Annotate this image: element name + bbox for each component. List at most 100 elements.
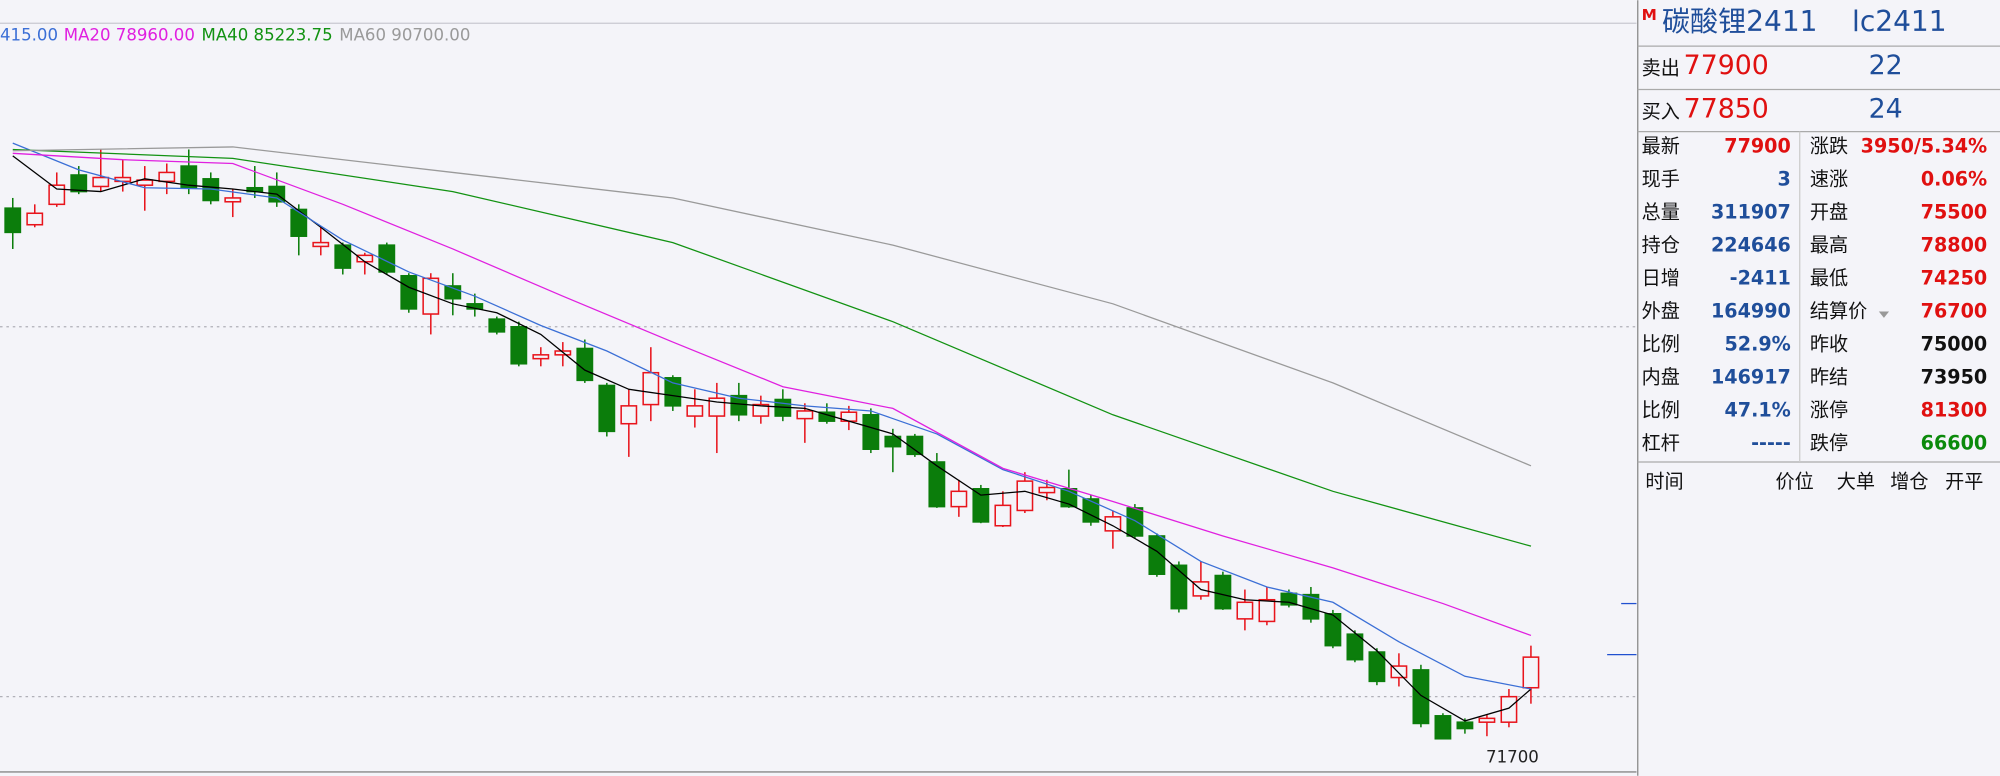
moving-average-line — [12, 146, 1532, 467]
field-value: 164990 — [1711, 300, 1791, 323]
candle-body — [1478, 717, 1496, 723]
column-header: 开平 — [1945, 470, 1983, 493]
candle-body — [1412, 669, 1430, 725]
field-value: 76700 — [1921, 300, 1988, 323]
candle-body — [752, 403, 770, 417]
moving-average-line — [12, 148, 1532, 547]
candle-body — [1324, 613, 1342, 647]
field-label: 持仓 — [1642, 234, 1680, 257]
candle-body — [1148, 535, 1166, 575]
buy-volume: 24 — [1869, 93, 1903, 124]
legend-entry: MA60 90700.00 — [339, 25, 470, 44]
candle-body — [1214, 574, 1232, 610]
field-value: 75500 — [1921, 200, 1988, 223]
candle-body — [1236, 601, 1254, 620]
field-value: 81300 — [1921, 399, 1988, 422]
buy-price: 77850 — [1684, 93, 1769, 124]
candle-body — [510, 326, 528, 365]
field-label: 开盘 — [1810, 200, 1848, 223]
candle-body — [1434, 715, 1452, 740]
field-value: 47.1% — [1724, 399, 1790, 422]
candle-body — [1368, 651, 1386, 683]
contract-code: lc2411 — [1852, 5, 1947, 38]
candle-body — [1522, 656, 1540, 689]
candle-body — [224, 197, 242, 203]
sell-label: 卖出 — [1642, 57, 1680, 80]
field-value: 3 — [1778, 167, 1791, 190]
candle-body — [1126, 507, 1144, 537]
column-header: 时间 — [1645, 470, 1683, 493]
candle-body — [598, 384, 616, 433]
candle-body — [378, 244, 396, 273]
field-value: 73950 — [1921, 366, 1988, 389]
candle-body — [1280, 592, 1298, 606]
market-marker: M — [1642, 6, 1657, 24]
field-label: 比例 — [1642, 333, 1680, 356]
low-label: 71700 — [1486, 747, 1539, 766]
field-label: 日增 — [1642, 267, 1680, 290]
legend-entry: 415.00 — [0, 25, 58, 44]
field-label: 涨停 — [1810, 399, 1848, 422]
candle-body — [796, 410, 814, 420]
candle-body — [862, 414, 880, 450]
field-label: 结算价 — [1810, 300, 1867, 323]
legend-entry: MA20 78960.00 — [64, 25, 195, 44]
candle-body — [906, 435, 924, 456]
candle-body — [4, 207, 22, 234]
field-label: 最新 — [1642, 134, 1680, 157]
field-label: 外盘 — [1642, 300, 1680, 323]
candle-body — [70, 174, 88, 193]
legend-entry: MA40 85223.75 — [202, 25, 333, 44]
candle-body — [356, 254, 374, 263]
field-value: ----- — [1751, 432, 1791, 455]
field-label: 最低 — [1810, 267, 1848, 290]
sell-volume: 22 — [1869, 50, 1903, 81]
field-value: -2411 — [1730, 267, 1791, 290]
dropdown-arrow[interactable] — [1878, 311, 1890, 318]
candle-body — [642, 371, 660, 406]
field-value: 78800 — [1921, 234, 1988, 257]
field-label: 涨跌 — [1810, 134, 1848, 157]
column-header: 大单 — [1837, 470, 1875, 493]
candle-body — [1016, 480, 1034, 512]
column-header: 价位 — [1776, 470, 1814, 493]
field-label: 比例 — [1642, 399, 1680, 422]
candle-body — [48, 184, 66, 206]
candle-body — [664, 377, 682, 407]
field-value: 224646 — [1711, 234, 1791, 257]
moving-average-line — [12, 152, 1532, 637]
candle-body — [92, 176, 110, 188]
candle-body — [488, 318, 506, 333]
sell-price: 77900 — [1684, 50, 1769, 81]
candle-body — [1456, 721, 1474, 730]
candle-body — [1038, 486, 1056, 494]
moving-average-line — [12, 155, 1532, 722]
candle-body — [1082, 498, 1100, 523]
candle-body — [1170, 564, 1188, 610]
field-value: 52.9% — [1724, 333, 1790, 356]
candle-body — [1258, 598, 1276, 623]
field-label: 内盘 — [1642, 366, 1680, 389]
field-label: 现手 — [1642, 167, 1680, 190]
field-label: 跌停 — [1810, 432, 1848, 455]
field-value: 77900 — [1724, 134, 1791, 157]
candle-body — [400, 274, 418, 310]
candle-body — [950, 490, 968, 508]
buy-label: 买入 — [1642, 100, 1680, 123]
column-header: 增仓 — [1890, 470, 1928, 493]
field-value: 311907 — [1711, 200, 1791, 223]
field-label: 最高 — [1810, 234, 1848, 257]
candle-body — [158, 171, 176, 183]
field-value: 66600 — [1921, 432, 1988, 455]
candle-body — [884, 435, 902, 448]
candle-body — [290, 208, 308, 237]
field-value: 146917 — [1711, 366, 1791, 389]
candle-body — [972, 488, 990, 523]
contract-name: 碳酸锂2411 — [1662, 5, 1818, 38]
candle-body — [180, 165, 198, 189]
candle-body — [26, 212, 44, 226]
field-label: 速涨 — [1810, 167, 1848, 190]
field-value: 3950/5.34% — [1861, 134, 1988, 157]
